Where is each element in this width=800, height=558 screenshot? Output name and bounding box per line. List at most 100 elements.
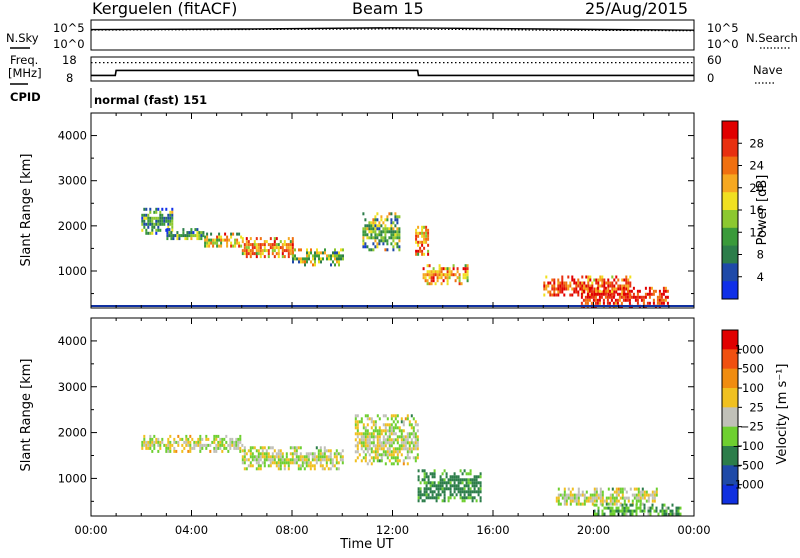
heatmap-cell bbox=[429, 481, 432, 485]
heatmap-cell bbox=[151, 225, 154, 229]
heatmap-cell bbox=[334, 248, 336, 252]
heatmap-cell bbox=[625, 281, 628, 285]
heatmap-cell bbox=[460, 282, 463, 286]
heatmap-cell bbox=[293, 461, 296, 465]
heatmap-cell bbox=[384, 239, 387, 243]
heatmap-cell bbox=[358, 438, 361, 442]
heatmap-cell bbox=[416, 447, 419, 451]
heatmap-cell bbox=[362, 438, 365, 442]
colorbar-swatch bbox=[722, 484, 738, 505]
heatmap-cell bbox=[291, 455, 294, 459]
heatmap-cell bbox=[224, 238, 227, 242]
heatmap-cell bbox=[652, 289, 655, 293]
heatmap-cell bbox=[206, 235, 209, 239]
heatmap-cell bbox=[238, 232, 241, 236]
heatmap-cell bbox=[218, 235, 221, 239]
heatmap-cell bbox=[425, 228, 428, 232]
heatmap-cell bbox=[417, 252, 420, 256]
heatmap-cell bbox=[153, 216, 156, 220]
heatmap-cell bbox=[561, 287, 564, 291]
velocity-colorbar-title: Velocity [m s⁻¹] bbox=[775, 364, 790, 465]
heatmap-cell bbox=[185, 437, 188, 441]
heatmap-cell bbox=[289, 452, 292, 456]
heatmap-cell bbox=[433, 469, 436, 473]
heatmap-cell bbox=[265, 240, 268, 244]
heatmap-cell bbox=[141, 219, 144, 223]
heatmap-cell bbox=[372, 429, 375, 433]
colorbar-tick-label: −100 bbox=[732, 439, 764, 453]
heatmap-cell bbox=[596, 289, 599, 293]
heatmap-cell bbox=[310, 260, 312, 264]
heatmap-cell bbox=[595, 503, 598, 507]
heatmap-cell bbox=[408, 456, 411, 460]
heatmap-cell bbox=[581, 284, 584, 288]
heatmap-cell bbox=[396, 245, 399, 249]
heatmap-cell bbox=[374, 429, 377, 433]
heatmap-cell bbox=[285, 461, 288, 465]
heatmap-cell bbox=[301, 461, 304, 465]
heatmap-cell bbox=[666, 301, 669, 305]
heatmap-cell bbox=[585, 275, 588, 279]
heatmap-cell bbox=[243, 246, 246, 250]
heatmap-cell bbox=[336, 257, 338, 261]
heatmap-cell bbox=[273, 243, 276, 247]
heatmap-cell bbox=[547, 290, 550, 294]
heatmap-cell bbox=[443, 478, 446, 482]
heatmap-cell bbox=[406, 441, 409, 445]
heatmap-cell bbox=[390, 438, 393, 442]
heatmap-cell bbox=[615, 487, 618, 491]
heatmap-cell bbox=[437, 490, 440, 494]
heatmap-cell bbox=[236, 241, 239, 245]
heatmap-cell bbox=[662, 292, 665, 296]
heatmap-cell bbox=[453, 484, 456, 488]
heatmap-cell bbox=[251, 458, 254, 462]
heatmap-cell bbox=[402, 444, 405, 448]
heatmap-cell bbox=[651, 506, 654, 510]
heatmap-cell bbox=[462, 267, 465, 271]
heatmap-cell bbox=[269, 461, 272, 465]
heatmap-cell bbox=[205, 434, 208, 438]
heatmap-cell bbox=[453, 478, 456, 482]
heatmap-cell bbox=[621, 506, 624, 510]
heatmap-cell bbox=[615, 499, 618, 503]
heatmap-cell bbox=[622, 289, 625, 293]
heatmap-cell bbox=[265, 458, 268, 462]
heatmap-cell bbox=[477, 490, 480, 494]
heatmap-cell bbox=[200, 234, 203, 238]
heatmap-cell bbox=[374, 224, 377, 228]
heatmap-cell bbox=[241, 461, 244, 465]
heatmap-cell bbox=[223, 443, 226, 447]
heatmap-cell bbox=[621, 290, 624, 294]
heatmap-cell bbox=[618, 295, 621, 299]
heatmap-cell bbox=[384, 462, 387, 466]
heatmap-cell bbox=[461, 490, 464, 494]
heatmap-cell bbox=[425, 493, 428, 497]
heatmap-cell bbox=[610, 295, 613, 299]
heatmap-cell bbox=[318, 251, 320, 255]
heatmap-cell bbox=[610, 292, 613, 296]
heatmap-cell bbox=[631, 509, 634, 513]
heatmap-cell bbox=[571, 496, 574, 500]
heatmap-cell bbox=[579, 281, 582, 285]
heatmap-cell bbox=[414, 441, 417, 445]
heatmap-cell bbox=[213, 449, 216, 453]
heatmap-cell bbox=[628, 301, 631, 305]
heatmap-cell bbox=[619, 287, 622, 291]
heatmap-cell bbox=[432, 270, 435, 274]
heatmap-cell bbox=[421, 240, 424, 244]
heatmap-cell bbox=[621, 284, 624, 288]
heatmap-cell bbox=[469, 490, 472, 494]
heatmap-cell bbox=[362, 426, 365, 430]
heatmap-cell bbox=[289, 240, 292, 244]
heatmap-cell bbox=[378, 242, 381, 246]
heatmap-cell bbox=[215, 437, 218, 441]
heatmap-cell bbox=[323, 458, 326, 462]
heatmap-cell bbox=[452, 264, 455, 268]
heatmap-cell bbox=[591, 496, 594, 500]
heatmap-cell bbox=[426, 270, 429, 274]
heatmap-cell bbox=[429, 490, 432, 494]
heatmap-cell bbox=[426, 273, 429, 277]
heatmap-cell bbox=[438, 273, 441, 277]
heatmap-cell bbox=[171, 228, 174, 232]
heatmap-cell bbox=[415, 249, 418, 253]
